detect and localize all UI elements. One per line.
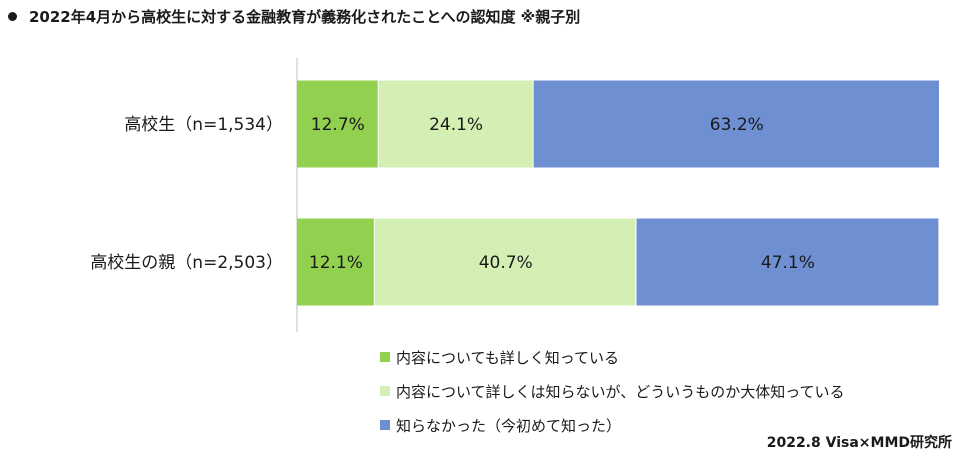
legend-label: 内容について詳しくは知らないが、どういうものか大体知っている [396, 382, 845, 401]
bar-segment [636, 218, 939, 306]
data-label: 63.2% [710, 115, 764, 135]
legend-label: 知らなかった（今初めて知った） [396, 416, 622, 435]
category-label: 高校生（n=1,534） [124, 115, 283, 135]
bar-segment [374, 218, 636, 306]
legend-swatch [380, 420, 390, 430]
legend-swatch [380, 386, 390, 396]
category-label: 高校生の親（n=2,503） [90, 253, 283, 273]
data-label: 12.7% [311, 115, 365, 135]
data-label: 24.1% [429, 115, 483, 135]
legend-swatch [380, 352, 390, 362]
bar-segment [297, 218, 374, 306]
legend-item: 知らなかった（今初めて知った） [380, 408, 845, 442]
chart-title: 2022年4月から高校生に対する金融教育が義務化されたことへの認知度 ※親子別 [8, 6, 580, 27]
legend-label: 内容についても詳しく知っている [396, 348, 620, 367]
bar-segment [378, 80, 533, 168]
data-label: 40.7% [479, 253, 533, 273]
source-credit: 2022.8 Visa×MMD研究所 [766, 435, 952, 451]
bar-segment [297, 80, 378, 168]
legend-item: 内容について詳しくは知らないが、どういうものか大体知っている [380, 374, 845, 408]
legend: 内容についても詳しく知っている 内容について詳しくは知らないが、どういうものか大… [380, 340, 845, 442]
bullet-icon [8, 12, 17, 21]
legend-item: 内容についても詳しく知っている [380, 340, 845, 374]
chart-title-text: 2022年4月から高校生に対する金融教育が義務化されたことへの認知度 ※親子別 [29, 8, 581, 26]
data-label: 47.1% [761, 253, 815, 273]
bar-segment [533, 80, 939, 168]
data-label: 12.1% [309, 253, 363, 273]
